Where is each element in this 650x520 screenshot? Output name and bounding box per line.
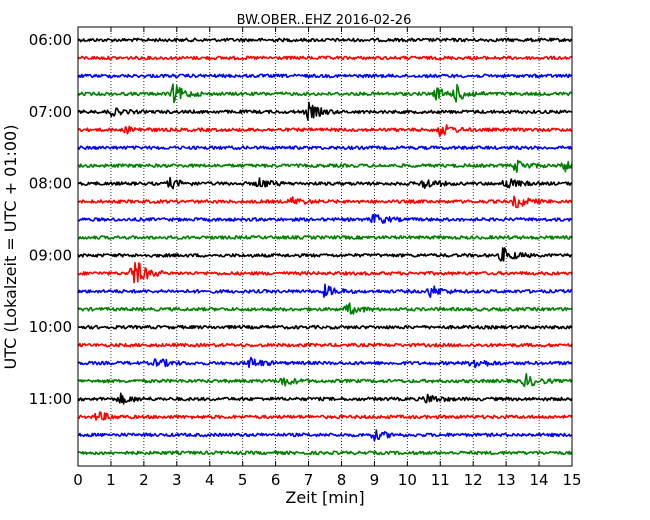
x-tick-label: 10 <box>398 471 417 489</box>
y-tick-label: 07:00 <box>29 103 72 121</box>
seismogram-trace <box>77 247 572 262</box>
seismogram-trace <box>77 450 573 456</box>
plot-frame <box>77 26 573 467</box>
x-tick-label: 15 <box>562 471 581 489</box>
seismogram-trace <box>77 176 573 190</box>
y-tick-label: 09:00 <box>29 246 72 264</box>
seismogram-trace <box>77 83 573 104</box>
y-axis-ticks: 06:00 07:00 08:00 09:00 10:00 11:00 <box>29 31 572 408</box>
x-tick-label: 14 <box>530 471 549 489</box>
seismogram-trace <box>77 159 573 173</box>
x-axis-label: Zeit [min] <box>285 488 364 507</box>
x-tick-label: 7 <box>304 471 314 489</box>
seismogram-trace <box>77 411 573 421</box>
seismogram-trace <box>77 392 573 405</box>
grid-lines <box>110 27 540 466</box>
seismogram-trace <box>77 429 573 442</box>
x-tick-label: 1 <box>106 471 116 489</box>
seismogram-trace <box>77 37 573 43</box>
seismogram-trace <box>77 324 573 330</box>
seismogram-trace <box>77 55 573 61</box>
trace-rows <box>77 37 573 456</box>
x-tick-label: 8 <box>337 471 347 489</box>
y-tick-label: 10:00 <box>29 318 72 336</box>
seismogram-trace <box>77 283 573 298</box>
seismogram-trace <box>77 356 573 369</box>
x-tick-label: 0 <box>73 471 83 489</box>
y-tick-label: 11:00 <box>29 390 72 408</box>
x-tick-label: 4 <box>205 471 215 489</box>
seismogram-trace <box>77 342 573 348</box>
y-axis-label: UTC (Lokalzeit = UTC + 01:00) <box>1 125 20 370</box>
x-tick-label: 2 <box>139 471 149 489</box>
y-tick-label: 06:00 <box>29 31 72 49</box>
seismogram-trace <box>78 213 573 224</box>
seismogram-trace <box>77 73 573 79</box>
x-tick-label: 9 <box>370 471 380 489</box>
seismogram-trace <box>77 195 573 209</box>
x-tick-label: 12 <box>464 471 483 489</box>
x-tick-label: 6 <box>271 471 281 489</box>
x-axis-ticks: 0 1 2 3 4 5 6 7 8 9 10 11 12 13 14 15 <box>73 27 582 489</box>
seismogram-trace <box>77 101 573 121</box>
x-tick-label: 13 <box>497 471 516 489</box>
chart-title: BW.OBER..EHZ 2016-02-26 <box>237 13 412 28</box>
x-tick-label: 3 <box>172 471 182 489</box>
seismogram-trace <box>77 302 573 315</box>
seismogram-trace <box>77 235 573 240</box>
seismogram-trace <box>77 372 573 388</box>
y-tick-label: 08:00 <box>29 175 72 193</box>
x-tick-label: 11 <box>431 471 450 489</box>
x-tick-label: 5 <box>238 471 248 489</box>
seismogram-trace <box>77 124 573 138</box>
seismogram-trace <box>77 261 573 284</box>
seismogram-trace <box>77 145 573 151</box>
